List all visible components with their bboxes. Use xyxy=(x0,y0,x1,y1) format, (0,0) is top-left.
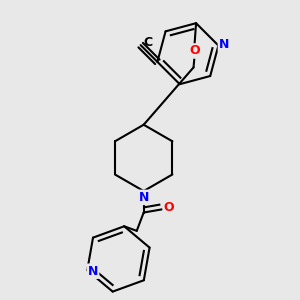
Text: O: O xyxy=(164,201,174,214)
Text: O: O xyxy=(189,44,200,58)
Text: N: N xyxy=(219,38,229,51)
Text: C: C xyxy=(143,36,152,49)
Text: N: N xyxy=(88,265,98,278)
Text: N: N xyxy=(139,191,149,204)
